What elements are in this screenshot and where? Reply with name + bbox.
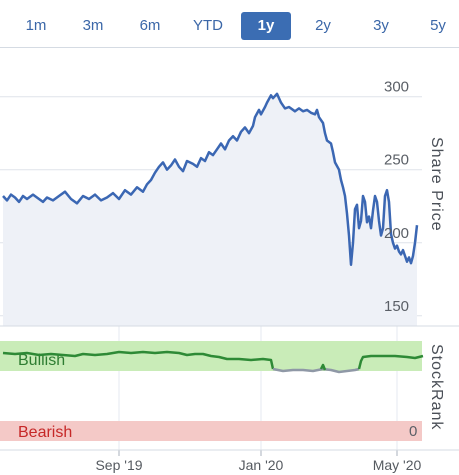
price-area-fill <box>3 93 417 326</box>
price-tick-label: 200 <box>384 225 409 242</box>
stockrank-axis-label: StockRank <box>428 344 445 430</box>
price-tick-label: 300 <box>384 79 409 96</box>
tab-6m[interactable]: 6m <box>139 17 161 34</box>
stockrank-line-3 <box>357 354 424 370</box>
price-tick-label: 150 <box>384 298 409 315</box>
price-line <box>2 92 419 266</box>
stockrank-lines <box>2 350 424 374</box>
stockrank-tick-0: 0 <box>409 423 417 440</box>
stockrank-panel: Bullish Bearish 0 StockRank <box>0 341 445 441</box>
tab-5y[interactable]: 5y <box>430 17 446 34</box>
price-panel: 150 200 250 300 Share Price <box>0 50 445 326</box>
tab-3m[interactable]: 3m <box>82 17 104 34</box>
tab-3y[interactable]: 3y <box>373 17 389 34</box>
share-price-axis-label: Share Price <box>428 137 445 232</box>
tab-1m[interactable]: 1m <box>25 17 47 34</box>
bearish-zone <box>0 421 422 441</box>
top-divider <box>0 47 459 48</box>
price-tick-label: 250 <box>384 152 409 169</box>
range-tabs: 1m 3m 6m YTD 1y 2y 3y 5y <box>0 0 459 48</box>
bearish-label: Bearish <box>18 424 72 441</box>
stockrank-line-2 <box>319 363 327 371</box>
bullish-label: Bullish <box>18 352 65 369</box>
x-tick-label: May '20 <box>373 457 422 473</box>
x-tick-label: Jan '20 <box>239 457 284 473</box>
stockrank-line-0 <box>2 350 275 370</box>
tab-1y[interactable]: 1y <box>241 12 291 40</box>
x-tick-label: Sep '19 <box>95 457 142 473</box>
tab-2y[interactable]: 2y <box>315 17 331 34</box>
stockrank-line-1 <box>272 367 360 374</box>
tab-ytd[interactable]: YTD <box>193 17 223 34</box>
price-tick-labels: 150 200 250 300 <box>384 79 409 315</box>
